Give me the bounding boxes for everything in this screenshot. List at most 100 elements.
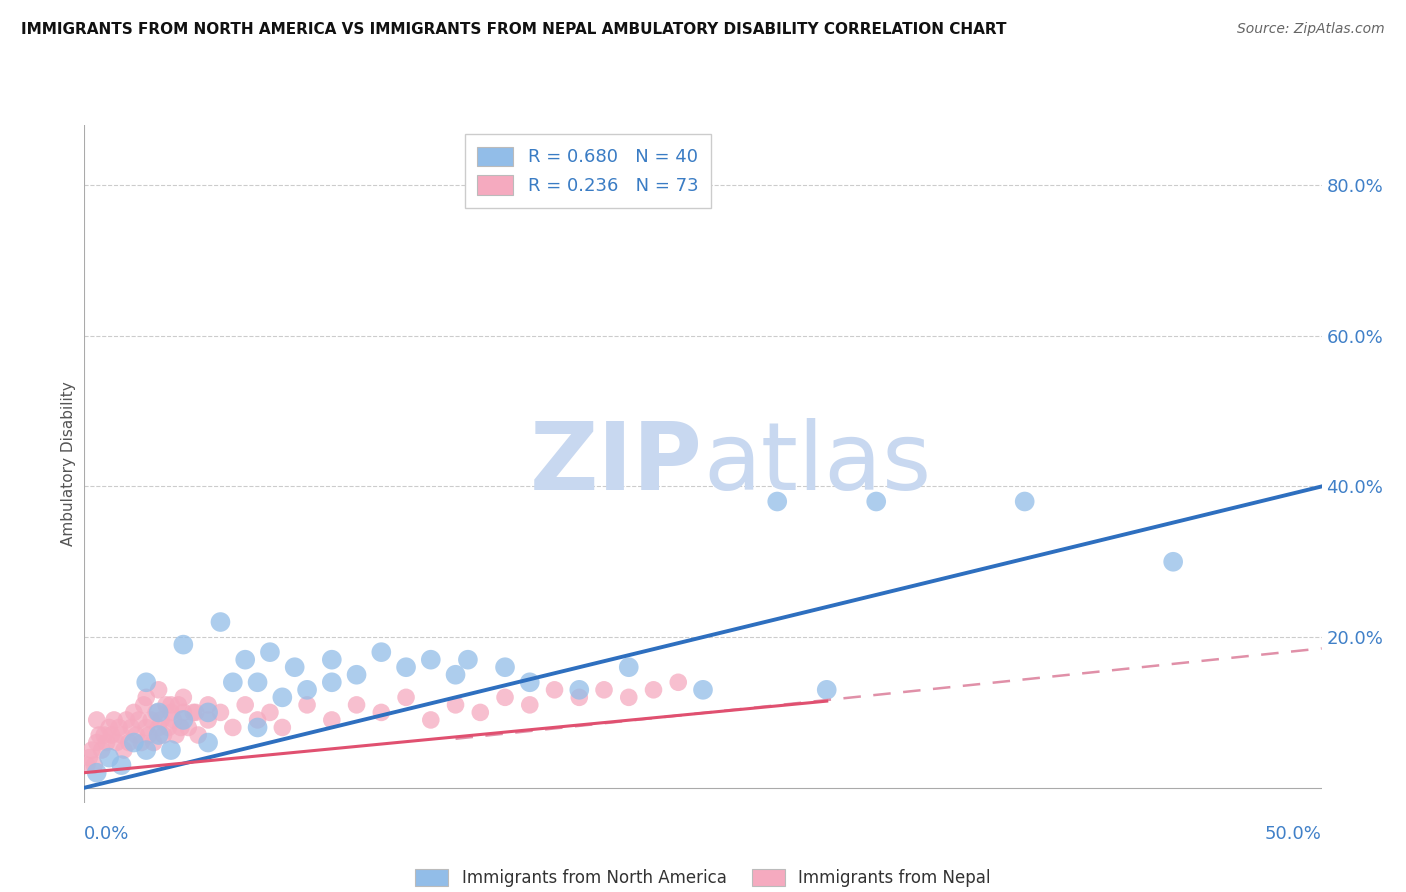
Point (321, 675, 343, 690)
Point (209, 706, 232, 720)
Point (259, 706, 281, 720)
Point (865, 494, 887, 508)
Point (152, 728, 174, 742)
Point (80, 743, 103, 757)
Point (419, 713, 441, 727)
Point (643, 682, 665, 697)
Point (222, 675, 245, 690)
Point (90, 743, 112, 757)
Point (148, 682, 170, 697)
Point (187, 728, 209, 742)
Point (593, 682, 616, 697)
Point (346, 698, 368, 712)
Point (86, 713, 108, 727)
Point (197, 706, 219, 720)
Text: 50.0%: 50.0% (1265, 825, 1322, 843)
Point (284, 660, 307, 674)
Point (172, 638, 194, 652)
Point (110, 758, 132, 772)
Point (83, 758, 105, 772)
Point (321, 653, 343, 667)
Point (115, 713, 138, 727)
Point (129, 735, 152, 749)
Point (150, 713, 173, 727)
Point (568, 682, 591, 697)
Point (470, 706, 492, 720)
Point (209, 615, 232, 629)
Point (165, 728, 187, 742)
Point (295, 682, 318, 697)
Point (120, 721, 142, 735)
Point (155, 698, 177, 712)
Point (197, 698, 219, 712)
Point (89, 728, 111, 742)
Point (1161, 555, 1184, 569)
Point (321, 713, 343, 727)
Point (98, 721, 121, 735)
Point (519, 698, 541, 712)
Text: Source: ZipAtlas.com: Source: ZipAtlas.com (1237, 22, 1385, 37)
Point (370, 706, 392, 720)
Point (222, 721, 245, 735)
Point (259, 645, 281, 659)
Point (233, 698, 256, 712)
Point (145, 706, 167, 720)
Point (370, 645, 392, 659)
Point (519, 675, 541, 690)
Point (172, 713, 194, 727)
Point (494, 690, 516, 705)
Point (96, 735, 118, 749)
Point (233, 653, 256, 667)
Point (135, 721, 157, 735)
Point (103, 713, 125, 727)
Point (148, 728, 170, 742)
Point (105, 735, 128, 749)
Point (457, 653, 479, 667)
Point (395, 690, 418, 705)
Point (346, 667, 368, 681)
Point (141, 713, 163, 727)
Legend: Immigrants from North America, Immigrants from Nepal: Immigrants from North America, Immigrant… (409, 862, 997, 892)
Point (419, 653, 441, 667)
Point (122, 706, 145, 720)
Point (184, 706, 207, 720)
Point (135, 675, 157, 690)
Point (666, 675, 689, 690)
Point (172, 690, 194, 705)
Point (135, 743, 157, 757)
Point (160, 698, 183, 712)
Point (98, 750, 121, 764)
Point (148, 706, 170, 720)
Point (76, 758, 98, 772)
Point (86, 765, 108, 780)
Point (246, 721, 269, 735)
Point (1014, 494, 1036, 508)
Point (86, 735, 108, 749)
Text: IMMIGRANTS FROM NORTH AMERICA VS IMMIGRANTS FROM NEPAL AMBULATORY DISABILITY COR: IMMIGRANTS FROM NORTH AMERICA VS IMMIGRA… (21, 22, 1007, 37)
Point (128, 713, 150, 727)
Point (110, 728, 132, 742)
Point (494, 660, 516, 674)
Point (100, 728, 122, 742)
Point (138, 728, 160, 742)
Point (766, 494, 789, 508)
Point (108, 721, 131, 735)
Point (160, 743, 183, 757)
Point (271, 690, 294, 705)
Point (162, 713, 184, 727)
Text: ZIP: ZIP (530, 417, 703, 510)
Point (246, 713, 269, 727)
Point (79, 750, 101, 764)
Point (93, 728, 115, 742)
Point (246, 675, 269, 690)
Point (197, 735, 219, 749)
Point (815, 682, 838, 697)
Point (148, 721, 170, 735)
Point (197, 713, 219, 727)
Point (543, 682, 565, 697)
Y-axis label: Ambulatory Disability: Ambulatory Disability (60, 382, 76, 546)
Point (568, 690, 591, 705)
Point (122, 735, 145, 749)
Point (692, 682, 714, 697)
Point (444, 698, 467, 712)
